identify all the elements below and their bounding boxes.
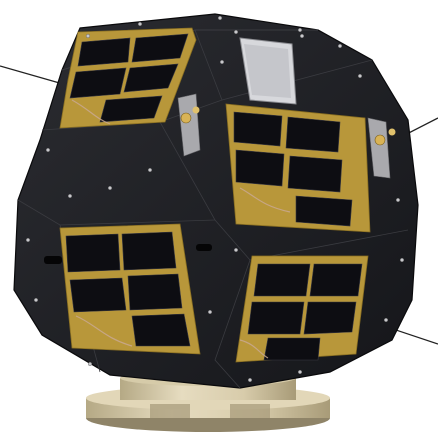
solar-panel-top-left xyxy=(59,27,197,129)
solar-panel-left-lower xyxy=(59,223,201,355)
bracket-right xyxy=(367,117,396,179)
solar-panel-right-lower xyxy=(235,255,369,363)
side-port-left xyxy=(44,256,62,264)
bracket-left xyxy=(177,93,201,157)
side-port-right xyxy=(196,244,212,251)
body-screws xyxy=(26,16,405,383)
solar-panel-right-upper xyxy=(225,103,371,233)
top-hatch-plate xyxy=(239,37,297,105)
